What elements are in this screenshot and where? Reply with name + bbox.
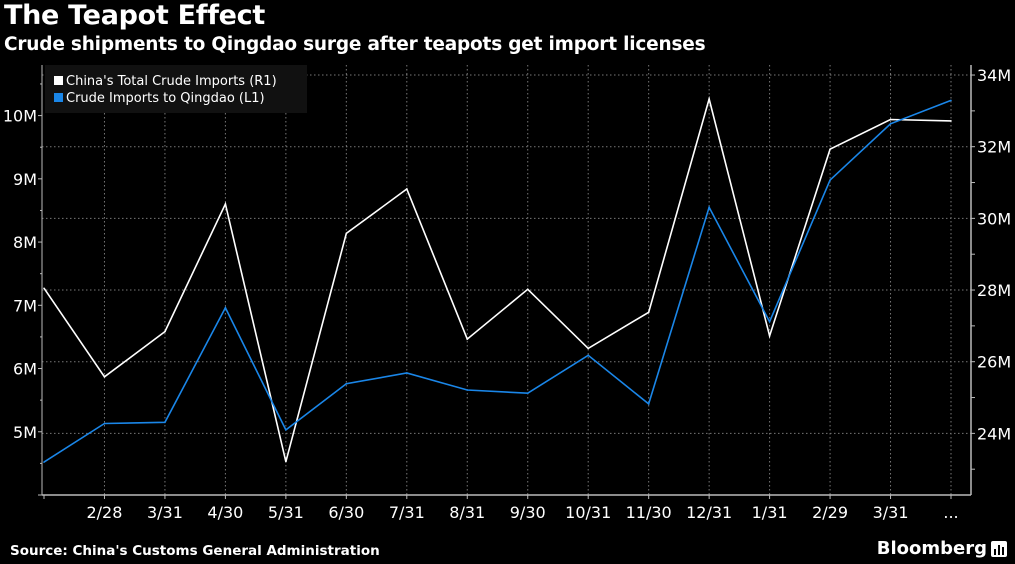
qingdao-imports-point: [526, 392, 529, 394]
x-tick-label: 1/31: [752, 503, 788, 522]
chart-subtitle: Crude shipments to Qingdao surge after t…: [4, 34, 706, 55]
right-tick-label: 26M: [977, 353, 1011, 372]
qingdao-imports-point: [164, 421, 166, 424]
x-tick-label: 8/31: [449, 503, 485, 522]
right-tick-label: 24M: [977, 424, 1011, 443]
qingdao-imports-point: [889, 123, 892, 125]
legend-background: [45, 65, 307, 113]
qingdao-imports-point: [708, 206, 710, 209]
legend-label-total: China's Total Crude Imports (R1): [66, 74, 277, 89]
total-imports-point: [889, 118, 892, 121]
total-imports-point: [224, 203, 227, 205]
legend-swatch-qingdao: [54, 93, 63, 102]
qingdao-imports-point: [406, 372, 408, 374]
left-tick-label: 10M: [3, 107, 37, 126]
total-imports-point: [406, 188, 408, 190]
qingdao-imports-point: [768, 320, 771, 323]
qingdao-imports-point: [950, 99, 952, 102]
chart-title: The Teapot Effect: [4, 0, 265, 31]
left-tick-label: 6M: [13, 360, 37, 379]
qingdao-imports-point: [466, 389, 469, 391]
total-imports-point: [829, 148, 831, 151]
left-tick-label: 5M: [13, 423, 37, 442]
total-imports-point: [466, 338, 469, 340]
total-imports-point: [43, 287, 45, 290]
left-tick-label: 9M: [13, 170, 37, 189]
total-imports-line: [43, 95, 952, 462]
qingdao-imports-point: [224, 307, 227, 309]
x-tick-label: 11/30: [626, 503, 672, 522]
qingdao-imports-point: [587, 354, 589, 357]
grid: [42, 65, 971, 495]
axes: 5M 6M 7M 8M 9M 10M 24M 26M 28M 30M 32M 34M 2/28 3/31 4…: [3, 65, 1011, 522]
legend-label-qingdao: Crude Imports to Qingdao (L1): [66, 91, 265, 106]
right-tick-label: 34M: [977, 66, 1011, 85]
qingdao-imports-point: [43, 461, 45, 463]
total-imports-point: [103, 375, 106, 378]
qingdao-imports-point: [647, 403, 650, 405]
qingdao-imports-point: [285, 429, 287, 431]
total-imports-point: [526, 288, 529, 291]
qingdao-imports-point: [103, 422, 106, 425]
qingdao-imports-point: [829, 179, 831, 181]
total-imports-point: [164, 330, 166, 333]
total-imports-point: [285, 460, 287, 463]
x-tick-label: 3/31: [873, 503, 909, 522]
total-imports-point: [647, 311, 650, 314]
x-tick-label: 5/31: [268, 503, 304, 522]
series-lines: [43, 95, 952, 463]
total-imports-point: [768, 335, 771, 337]
legend-swatch-total: [54, 76, 63, 85]
legend: China's Total Crude Imports (R1) Crude I…: [45, 65, 307, 113]
right-tick-label: 28M: [977, 281, 1011, 300]
x-tick-label: 6/30: [328, 503, 364, 522]
x-tick-label: 2/29: [812, 503, 848, 522]
bloomberg-logo: Bloomberg: [877, 538, 1007, 559]
left-tick-label: 8M: [13, 233, 37, 252]
total-imports-point: [708, 98, 710, 100]
right-tick-label: 32M: [977, 138, 1011, 157]
total-imports-point: [587, 347, 589, 350]
qingdao-imports-line: [43, 99, 952, 463]
left-tick-label: 7M: [13, 296, 37, 315]
total-imports-point: [345, 232, 348, 235]
x-tick-label: 12/31: [686, 503, 732, 522]
x-tick-label: 2/28: [86, 503, 122, 522]
right-tick-label: 30M: [977, 209, 1011, 228]
x-tick-label: 10/31: [565, 503, 611, 522]
total-imports-point: [950, 120, 952, 122]
x-tick-label: ...: [943, 503, 958, 522]
x-tick-label: 7/31: [389, 503, 425, 522]
x-tick-label: 3/31: [147, 503, 183, 522]
source-note: Source: China's Customs General Administ…: [10, 543, 380, 559]
x-tick-label: 9/30: [510, 503, 546, 522]
bloomberg-chart-icon: [991, 540, 1007, 557]
x-tick-label: 4/30: [207, 503, 243, 522]
brand-name: Bloomberg: [876, 538, 987, 559]
qingdao-imports-point: [345, 382, 348, 385]
